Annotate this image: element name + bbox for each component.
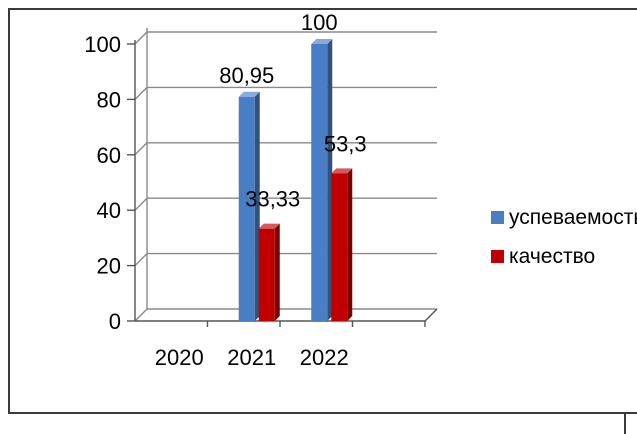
y-tick-label: 0 (109, 309, 121, 334)
x-tick-label: 2020 (155, 345, 204, 370)
grid (134, 31, 437, 322)
gridline-depth-40 (134, 197, 148, 211)
y-tick-label: 20 (97, 254, 121, 279)
y-tick-label: 40 (97, 198, 121, 223)
axes: 0 20 40 60 80 100 2020 2021 2022 (84, 28, 438, 370)
x-tick-label: 2022 (300, 345, 349, 370)
frame-corner-tick (624, 412, 626, 434)
y-tick-label: 80 (97, 87, 121, 112)
bar-успеваемость-2022 (311, 39, 333, 321)
x-axis-depth (424, 308, 438, 322)
bars (238, 39, 353, 322)
gridline-depth-80 (134, 86, 148, 100)
legend: успеваемость качество (491, 206, 637, 268)
data-labels: 80,95 100 33,33 53,3 (219, 10, 366, 212)
data-label: 100 (301, 10, 338, 35)
legend-swatch-kachestvo (491, 250, 504, 263)
bar-качество-2022 (331, 168, 353, 321)
y-tick-label: 100 (84, 32, 121, 57)
gridline-depth-60 (134, 142, 148, 156)
legend-label-kachestvo: качество (509, 245, 595, 268)
gridline-depth-100 (134, 31, 148, 45)
legend-swatch-uspevaemost (491, 211, 504, 224)
data-label: 80,95 (219, 63, 274, 88)
bar-качество-2021 (258, 223, 280, 321)
gridline-depth-20 (134, 253, 148, 267)
bar-успеваемость-2021 (238, 91, 260, 322)
chart-frame (8, 8, 637, 414)
x-tick-label: 2021 (227, 345, 276, 370)
gridline-depth-0 (134, 308, 148, 322)
data-label: 53,3 (324, 131, 367, 156)
legend-label-uspevaemost: успеваемость (509, 206, 637, 229)
data-label: 33,33 (245, 187, 300, 212)
y-tick-label: 60 (97, 143, 121, 168)
